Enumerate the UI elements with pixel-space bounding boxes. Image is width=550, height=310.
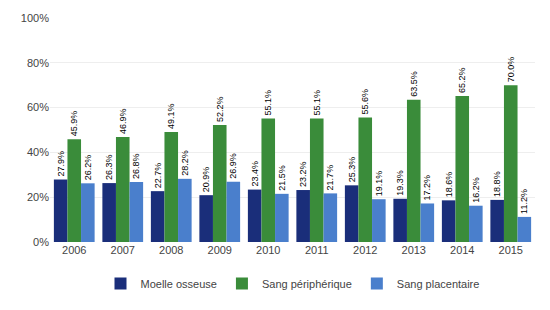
svg-text:2015: 2015	[499, 244, 523, 256]
svg-text:26.2%: 26.2%	[83, 155, 93, 181]
svg-text:49.1%: 49.1%	[166, 103, 176, 129]
svg-text:19.1%: 19.1%	[374, 171, 384, 197]
svg-text:18.6%: 18.6%	[444, 172, 454, 198]
svg-text:26.9%: 26.9%	[228, 153, 238, 179]
svg-text:Sang placentaire: Sang placentaire	[397, 278, 480, 290]
svg-text:27.9%: 27.9%	[56, 151, 66, 177]
svg-text:100%: 100%	[21, 12, 49, 24]
svg-text:52.2%: 52.2%	[215, 97, 225, 123]
svg-text:2007: 2007	[111, 244, 135, 256]
svg-text:40%: 40%	[27, 146, 49, 158]
svg-text:2014: 2014	[450, 244, 474, 256]
svg-text:2011: 2011	[305, 244, 329, 256]
svg-text:19.3%: 19.3%	[395, 170, 405, 196]
svg-text:20.9%: 20.9%	[201, 167, 211, 193]
svg-text:21.7%: 21.7%	[325, 165, 335, 191]
svg-text:45.9%: 45.9%	[69, 111, 79, 137]
svg-text:60%: 60%	[27, 101, 49, 113]
svg-text:2013: 2013	[402, 244, 426, 256]
svg-text:21.5%: 21.5%	[277, 165, 287, 191]
svg-text:26.8%: 26.8%	[131, 153, 141, 179]
svg-text:46.9%: 46.9%	[118, 108, 128, 134]
svg-text:63.5%: 63.5%	[409, 71, 419, 97]
svg-text:2009: 2009	[208, 244, 232, 256]
svg-text:23.2%: 23.2%	[298, 161, 308, 187]
svg-text:2008: 2008	[159, 244, 183, 256]
svg-text:18.8%: 18.8%	[492, 171, 502, 197]
svg-text:23.4%: 23.4%	[250, 161, 260, 187]
svg-text:55.6%: 55.6%	[360, 89, 370, 115]
svg-text:65.2%: 65.2%	[457, 67, 467, 93]
svg-text:26.3%: 26.3%	[104, 155, 114, 181]
svg-text:Sang périphérique: Sang périphérique	[262, 278, 352, 290]
svg-text:20%: 20%	[27, 191, 49, 203]
svg-text:2010: 2010	[256, 244, 280, 256]
svg-text:70.0%: 70.0%	[506, 57, 516, 83]
svg-text:25.3%: 25.3%	[347, 157, 357, 183]
svg-text:2012: 2012	[353, 244, 377, 256]
svg-text:0%: 0%	[33, 236, 49, 248]
svg-text:17.2%: 17.2%	[422, 175, 432, 201]
svg-text:2006: 2006	[62, 244, 86, 256]
svg-text:55.1%: 55.1%	[312, 90, 322, 116]
svg-text:16.2%: 16.2%	[471, 177, 481, 203]
svg-text:28.2%: 28.2%	[180, 150, 190, 176]
svg-text:11.2%: 11.2%	[519, 189, 529, 214]
svg-text:22.7%: 22.7%	[153, 163, 163, 189]
svg-text:Moelle osseuse: Moelle osseuse	[141, 278, 217, 290]
svg-text:80%: 80%	[27, 57, 49, 69]
svg-text:55.1%: 55.1%	[263, 90, 273, 116]
